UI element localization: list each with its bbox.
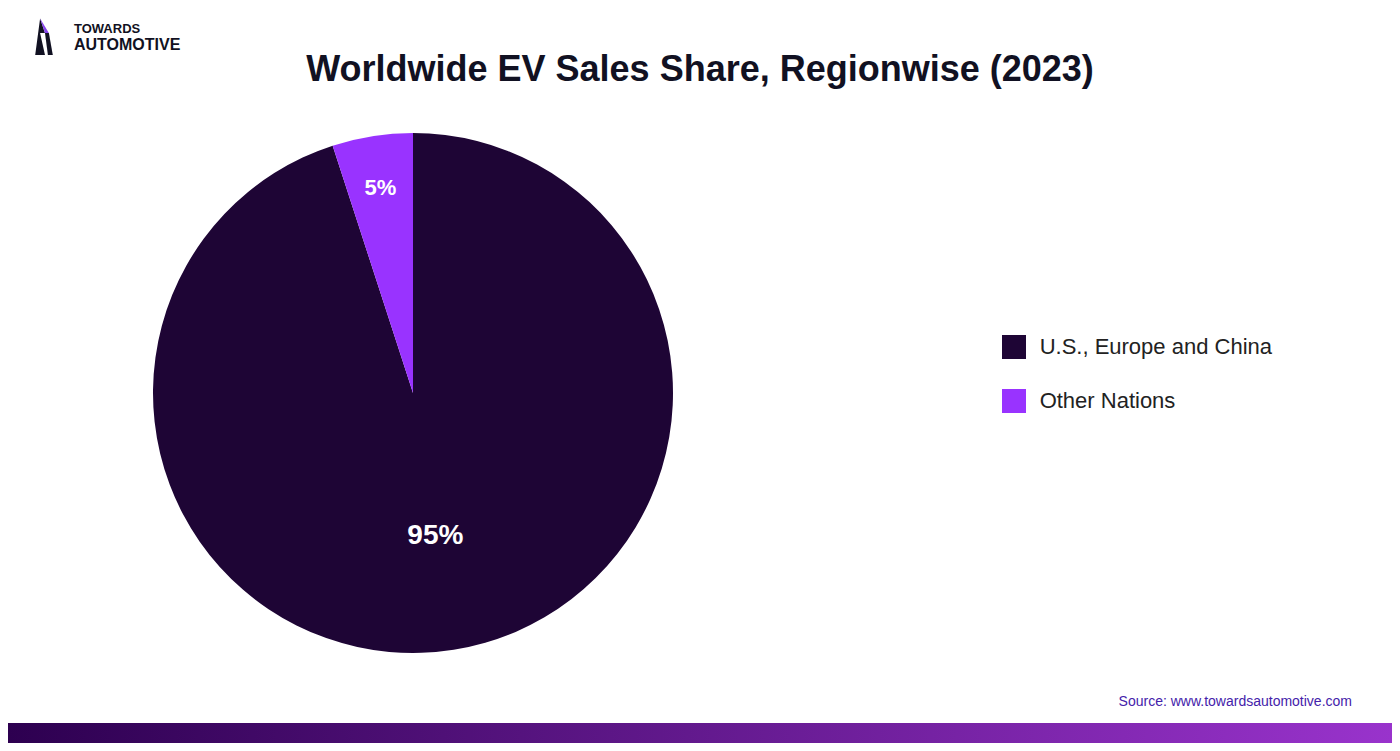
html-text:U.S., Europe and China: U.S., Europe and China xyxy=(1039,334,1272,359)
svg-text:5%: 5% xyxy=(365,175,397,200)
html-text:AUTOMOTIVE: AUTOMOTIVE xyxy=(74,36,181,54)
html-text:TOWARDS: TOWARDS xyxy=(74,21,141,36)
html-text:Source: www.towardsautomotive.: Source: www.towardsautomotive.com xyxy=(1118,693,1352,709)
html-text:Worldwide EV Sales Share, Regi: Worldwide EV Sales Share, Regionwise (20… xyxy=(306,48,1094,89)
html-text:Other Nations: Other Nations xyxy=(1039,388,1176,413)
svg-text:95%: 95% xyxy=(407,519,463,550)
